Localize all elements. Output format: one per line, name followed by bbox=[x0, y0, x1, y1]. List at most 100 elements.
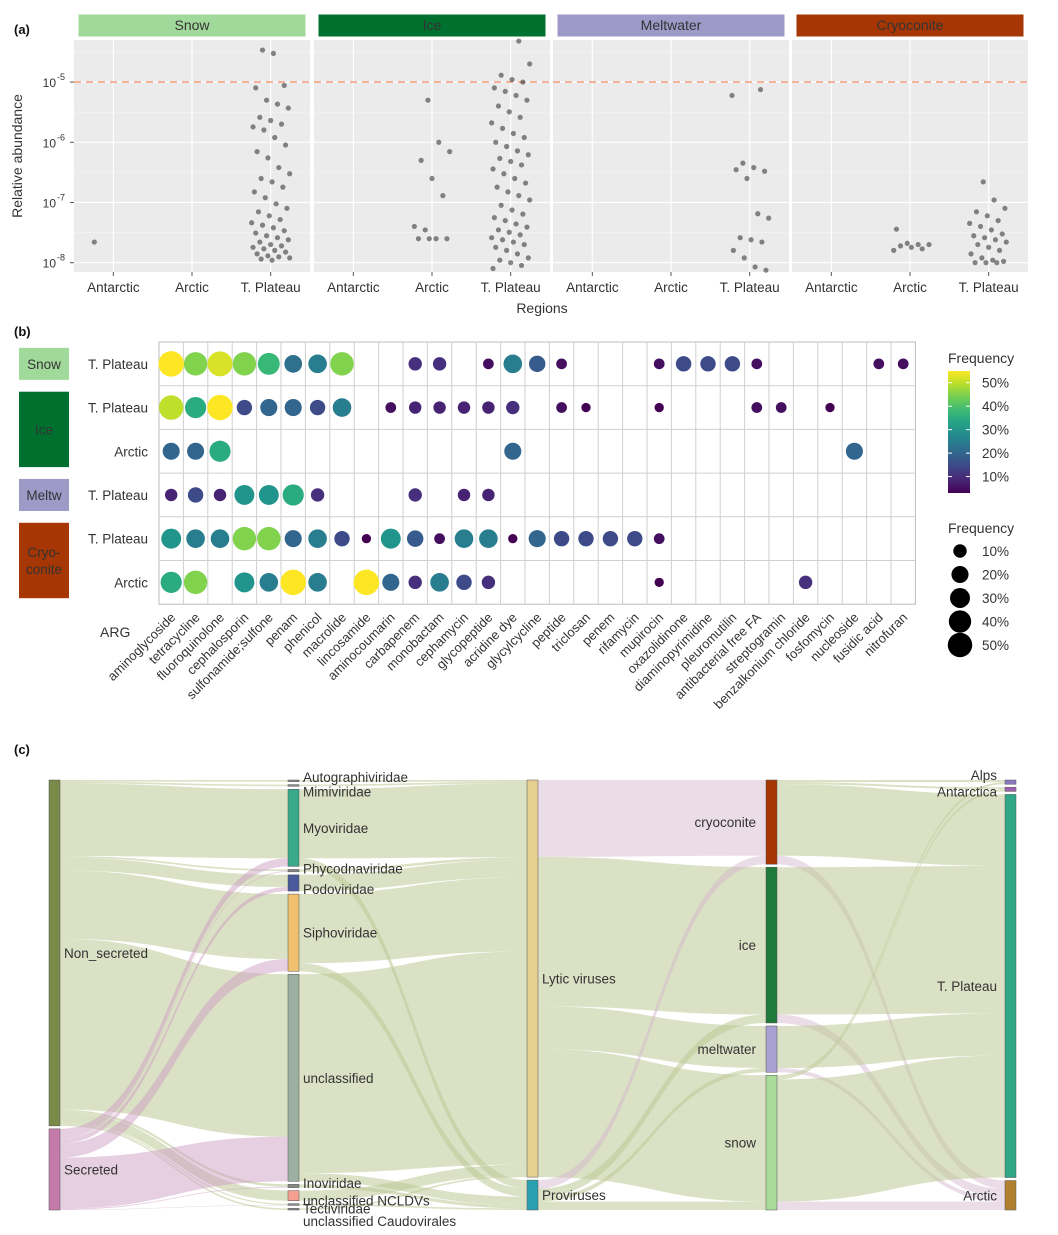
data-point bbox=[282, 142, 289, 148]
sankey-link bbox=[60, 857, 288, 888]
data-point bbox=[493, 139, 499, 145]
frequency-dot bbox=[654, 402, 664, 413]
frequency-dot bbox=[479, 529, 498, 548]
data-point bbox=[499, 125, 506, 132]
data-point bbox=[447, 149, 453, 155]
data-point bbox=[748, 237, 754, 243]
y-tick-exponent: -7 bbox=[57, 192, 65, 202]
frequency-dot bbox=[162, 442, 180, 460]
sankey-link bbox=[299, 860, 527, 892]
group-box-0 bbox=[19, 347, 69, 380]
frequency-dot bbox=[508, 533, 518, 544]
data-point bbox=[489, 120, 495, 126]
frequency-dot bbox=[408, 401, 422, 414]
frequency-dot bbox=[308, 354, 327, 374]
data-point bbox=[499, 237, 506, 243]
sankey-links bbox=[60, 780, 1005, 1210]
data-point bbox=[269, 257, 275, 263]
frequency-dot bbox=[308, 573, 327, 592]
sankey-node bbox=[765, 866, 778, 1024]
sankey-node bbox=[287, 973, 300, 1182]
data-point bbox=[908, 244, 914, 250]
frequency-dot bbox=[187, 487, 204, 503]
frequency-dot bbox=[454, 529, 474, 548]
group-label: conite bbox=[26, 562, 62, 577]
data-point bbox=[250, 124, 256, 130]
data-point bbox=[276, 254, 282, 260]
data-point bbox=[287, 171, 293, 177]
frequency-dot bbox=[160, 571, 182, 593]
frequency-dot bbox=[528, 530, 546, 548]
frequency-dot bbox=[700, 356, 716, 372]
group-box-2 bbox=[19, 478, 69, 511]
frequency-dot bbox=[309, 399, 326, 416]
data-point bbox=[494, 184, 500, 190]
size-legend-label: 50% bbox=[982, 638, 1009, 653]
frequency-dot bbox=[183, 352, 208, 376]
data-point bbox=[514, 251, 521, 257]
data-point bbox=[520, 79, 526, 85]
panel-label-c: (c) bbox=[14, 742, 30, 757]
frequency-dot bbox=[213, 488, 227, 502]
data-point bbox=[502, 217, 508, 224]
sankey-node-label: Secreted bbox=[64, 1162, 118, 1177]
frequency-dot bbox=[897, 358, 909, 370]
row-label: Arctic bbox=[114, 575, 148, 590]
sankey-link bbox=[538, 1068, 766, 1202]
frequency-dot bbox=[627, 530, 643, 547]
sankey-link bbox=[60, 1186, 288, 1210]
data-point bbox=[278, 121, 285, 127]
data-point bbox=[253, 85, 259, 91]
frequency-dot bbox=[207, 351, 233, 377]
sankey-link bbox=[299, 857, 527, 872]
sankey-link bbox=[60, 1204, 288, 1210]
frequency-dot bbox=[332, 398, 352, 417]
sankey-node-label: Alps bbox=[971, 768, 998, 783]
sankey-link bbox=[60, 856, 288, 872]
frequency-dot bbox=[457, 401, 471, 414]
sankey-link bbox=[538, 855, 766, 1189]
frequency-dot bbox=[284, 530, 302, 548]
sankey-node bbox=[1004, 786, 1017, 792]
data-point bbox=[757, 86, 764, 93]
frequency-dot bbox=[602, 530, 619, 547]
x-tick-label: Arctic bbox=[175, 280, 209, 295]
data-point bbox=[988, 227, 994, 233]
frequency-dot bbox=[506, 400, 520, 415]
x-tick-label: Antarctic bbox=[87, 280, 140, 295]
frequency-dot bbox=[161, 528, 182, 549]
data-point bbox=[729, 92, 735, 99]
sankey-node bbox=[765, 1075, 778, 1211]
group-box-3 bbox=[19, 522, 69, 599]
sankey-node bbox=[287, 869, 300, 873]
data-point bbox=[258, 175, 264, 182]
sankey-node-label: Non_secreted bbox=[64, 946, 148, 961]
frequency-dot bbox=[210, 529, 230, 548]
data-point bbox=[489, 235, 495, 241]
frequency-dot bbox=[825, 402, 835, 413]
data-point bbox=[527, 197, 533, 203]
data-point bbox=[278, 243, 285, 249]
data-point bbox=[517, 114, 523, 120]
data-point bbox=[893, 226, 900, 232]
sankey-link bbox=[538, 856, 766, 1015]
sankey-link bbox=[299, 780, 527, 782]
sankey-link bbox=[60, 871, 288, 1140]
data-point bbox=[1002, 205, 1008, 211]
frequency-dot bbox=[353, 569, 380, 596]
frequency-dot bbox=[408, 575, 422, 590]
sankey-node-label: Inoviridae bbox=[303, 1176, 362, 1191]
sankey-node bbox=[48, 1128, 61, 1211]
frequency-dot bbox=[310, 488, 325, 502]
frequency-dot bbox=[578, 530, 594, 547]
data-point bbox=[282, 249, 289, 255]
color-legend-label: 40% bbox=[982, 399, 1009, 414]
data-point bbox=[254, 251, 260, 257]
panel-b-dot-matrix: Snow T. Plateau Ice T. Plateau Arctic Meltw T.… bbox=[19, 341, 1014, 712]
data-point bbox=[253, 230, 259, 236]
sankey-link bbox=[299, 1164, 527, 1201]
frequency-dot bbox=[503, 354, 523, 374]
data-point bbox=[990, 257, 996, 263]
data-point bbox=[522, 180, 529, 186]
data-point bbox=[270, 50, 276, 56]
